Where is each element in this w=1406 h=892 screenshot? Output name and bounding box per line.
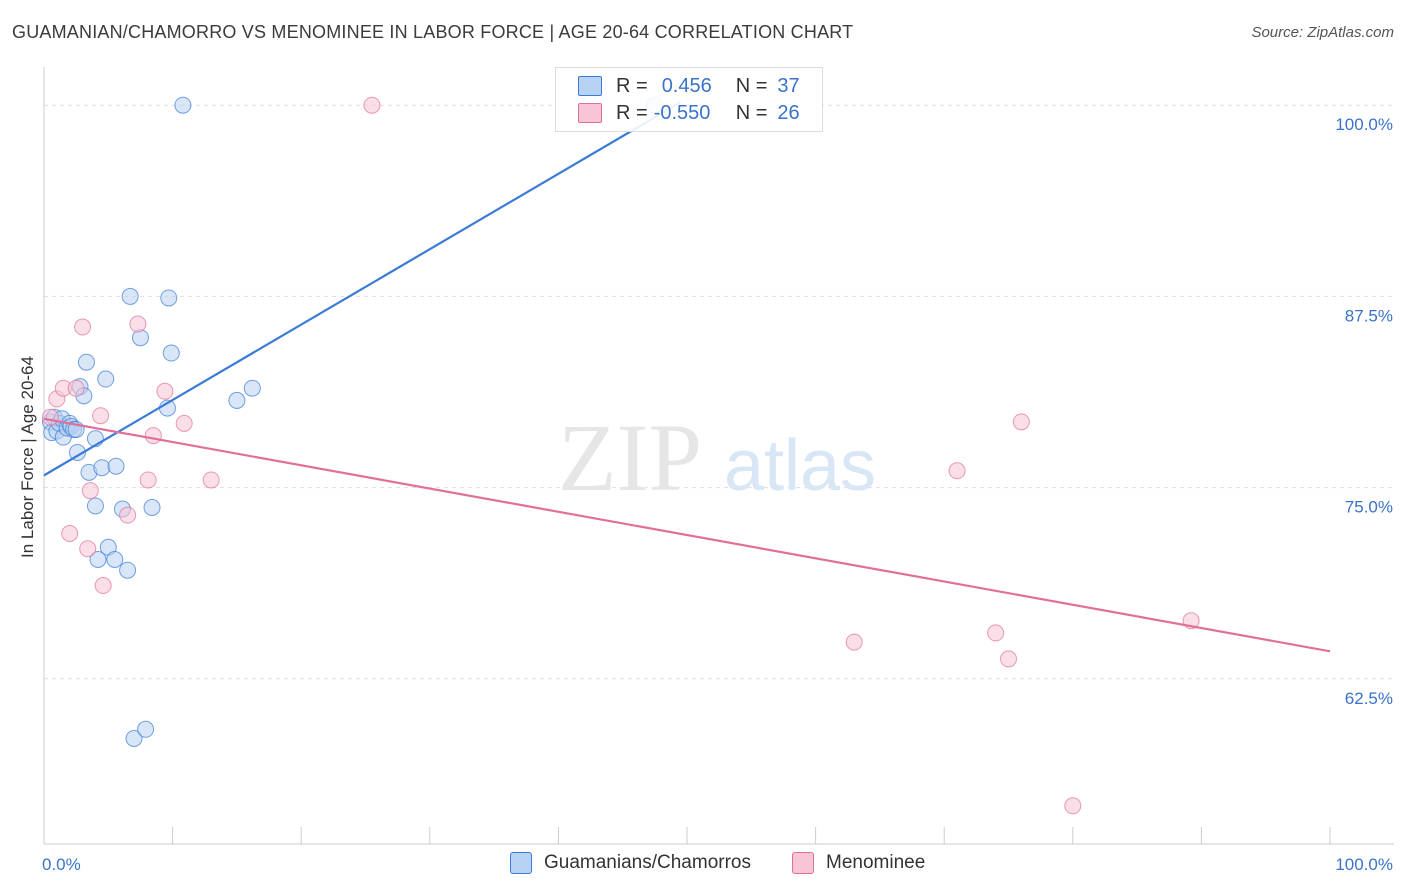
bottom-legend-label-menominee: Menominee (826, 852, 926, 873)
source-credit: Source: ZipAtlas.com (1251, 24, 1394, 41)
guamanian-point (93, 459, 111, 477)
legend-swatch-blue (578, 76, 602, 96)
menominee-point (202, 471, 220, 489)
guamanian-point (125, 729, 143, 747)
bottom-legend-label-guamanian: Guamanians/Chamorros (544, 852, 751, 873)
y-tick-label: 87.5% (1345, 306, 1393, 325)
menominee-point (1064, 797, 1082, 815)
menominee-point (92, 407, 110, 425)
menominee-point (144, 427, 162, 445)
menominee-point (61, 525, 79, 543)
guamanian-point (119, 561, 137, 579)
guamanian-point (68, 443, 86, 461)
menominee-point (94, 577, 112, 595)
legend-n-label: N = (735, 101, 768, 124)
menominee-point (139, 471, 157, 489)
menominee-point (948, 462, 966, 480)
legend-row-guamanian: R = 0.456 N = 37 (578, 73, 800, 99)
guamanian-point (107, 457, 125, 475)
guamanian-point (106, 551, 124, 569)
legend-r-label: R = (616, 101, 648, 124)
y-axis-label: In Labor Force | Age 20-64 (18, 356, 37, 558)
guamanian-point (137, 720, 155, 738)
y-tick-label: 75.0% (1345, 498, 1393, 517)
guamanian-point (97, 370, 115, 388)
menominee-point (175, 414, 193, 432)
legend-r-label: R = (616, 74, 648, 97)
guamanian-point (131, 329, 149, 347)
legend-row-menominee: R = -0.550 N = 26 (578, 100, 800, 126)
menominee-point (79, 540, 97, 558)
bottom-legend-swatch-pink (792, 852, 814, 874)
bottom-legend-swatch-blue (510, 852, 532, 874)
y-tick-label: 62.5% (1345, 689, 1393, 708)
menominee-point (1000, 650, 1017, 668)
legend-r-value: -0.550 (653, 101, 711, 124)
guamanian-point (228, 391, 246, 409)
guamanian-point (77, 353, 95, 371)
menominee-point (1012, 413, 1030, 431)
menominee-trend-line (43, 417, 1331, 653)
bottom-legend-menominee: Menominee (792, 852, 925, 874)
watermark-zip: ZIP (558, 404, 702, 511)
guamanian-trend-line (43, 101, 682, 477)
watermark-atlas: atlas (724, 426, 876, 506)
menominee-point (987, 624, 1005, 642)
guamanian-point (143, 499, 161, 517)
menominee-point (129, 315, 147, 333)
menominee-point (119, 506, 137, 524)
bottom-legend-guamanian: Guamanians/Chamorros (510, 852, 751, 874)
guamanian-point (121, 287, 139, 305)
guamanian-point (174, 96, 192, 114)
menominee-point (156, 382, 174, 400)
guamanian-point (243, 379, 261, 397)
menominee-point (363, 96, 381, 114)
guamanian-point (86, 497, 104, 515)
legend-n-label: N = (735, 74, 768, 97)
menominee-point (81, 482, 99, 500)
x-tick-label-max: 100.0% (1335, 855, 1393, 874)
legend-r-value: 0.456 (661, 74, 712, 97)
menominee-point (67, 379, 85, 397)
guamanian-point (89, 551, 107, 569)
menominee-point (845, 633, 863, 651)
y-tick-label: 100.0% (1335, 115, 1393, 134)
correlation-legend: R = 0.456 N = 37 R = -0.550 N = 26 (555, 67, 823, 132)
legend-swatch-pink (578, 103, 602, 123)
guamanian-point (160, 289, 178, 307)
guamanian-point (162, 344, 180, 362)
menominee-point (74, 318, 92, 336)
chart-title: GUAMANIAN/CHAMORRO VS MENOMINEE IN LABOR… (12, 22, 854, 42)
menominee-point (41, 408, 59, 426)
legend-n-value: 26 (777, 101, 800, 124)
legend-n-value: 37 (777, 74, 800, 97)
x-tick-label-min: 0.0% (42, 855, 81, 874)
